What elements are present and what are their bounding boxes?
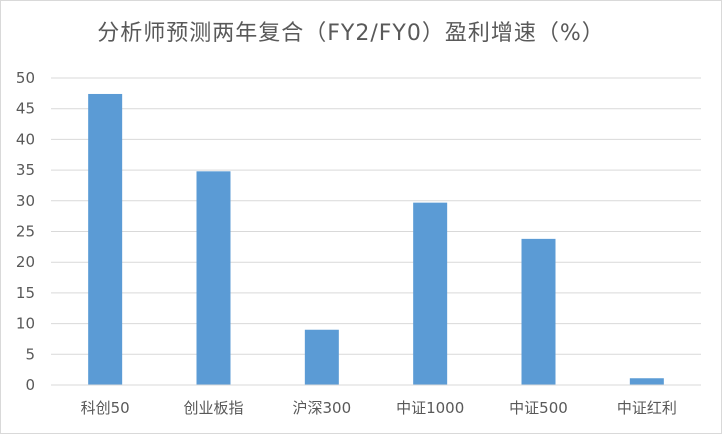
grid-lines: [51, 77, 701, 355]
y-tick-label: 40: [16, 130, 35, 148]
bar: [196, 171, 231, 385]
y-tick-label: 15: [16, 284, 35, 302]
bar: [304, 329, 339, 385]
y-tick-label: 50: [16, 69, 35, 87]
bar: [88, 93, 123, 386]
x-category-label: 中证红利: [617, 399, 677, 417]
y-axis-ticks: 0 5 10 15 20 25 30 35 40 45 50: [16, 69, 35, 394]
x-category-label: 中证500: [509, 399, 568, 417]
y-tick-label: 25: [16, 223, 35, 241]
x-category-label: 创业板指: [183, 399, 243, 417]
y-tick-label: 10: [16, 315, 35, 333]
x-category-label: 沪深300: [293, 399, 352, 417]
y-tick-label: 5: [25, 345, 35, 363]
bar: [521, 238, 556, 385]
y-tick-label: 30: [16, 192, 35, 210]
x-category-label: 科创50: [81, 399, 130, 417]
y-tick-label: 45: [16, 100, 35, 118]
x-category-label: 中证1000: [396, 399, 464, 417]
category-labels: 科创50 创业板指 沪深300 中证1000 中证500 中证红利: [81, 399, 677, 417]
chart-title: 分析师预测两年复合（FY2/FY0）盈利增速（%）: [97, 21, 605, 46]
bars: [88, 93, 664, 386]
y-tick-label: 20: [16, 253, 35, 271]
y-tick-label: 35: [16, 161, 35, 179]
y-tick-label: 0: [25, 376, 35, 394]
bar: [413, 202, 448, 385]
bar: [629, 378, 664, 385]
